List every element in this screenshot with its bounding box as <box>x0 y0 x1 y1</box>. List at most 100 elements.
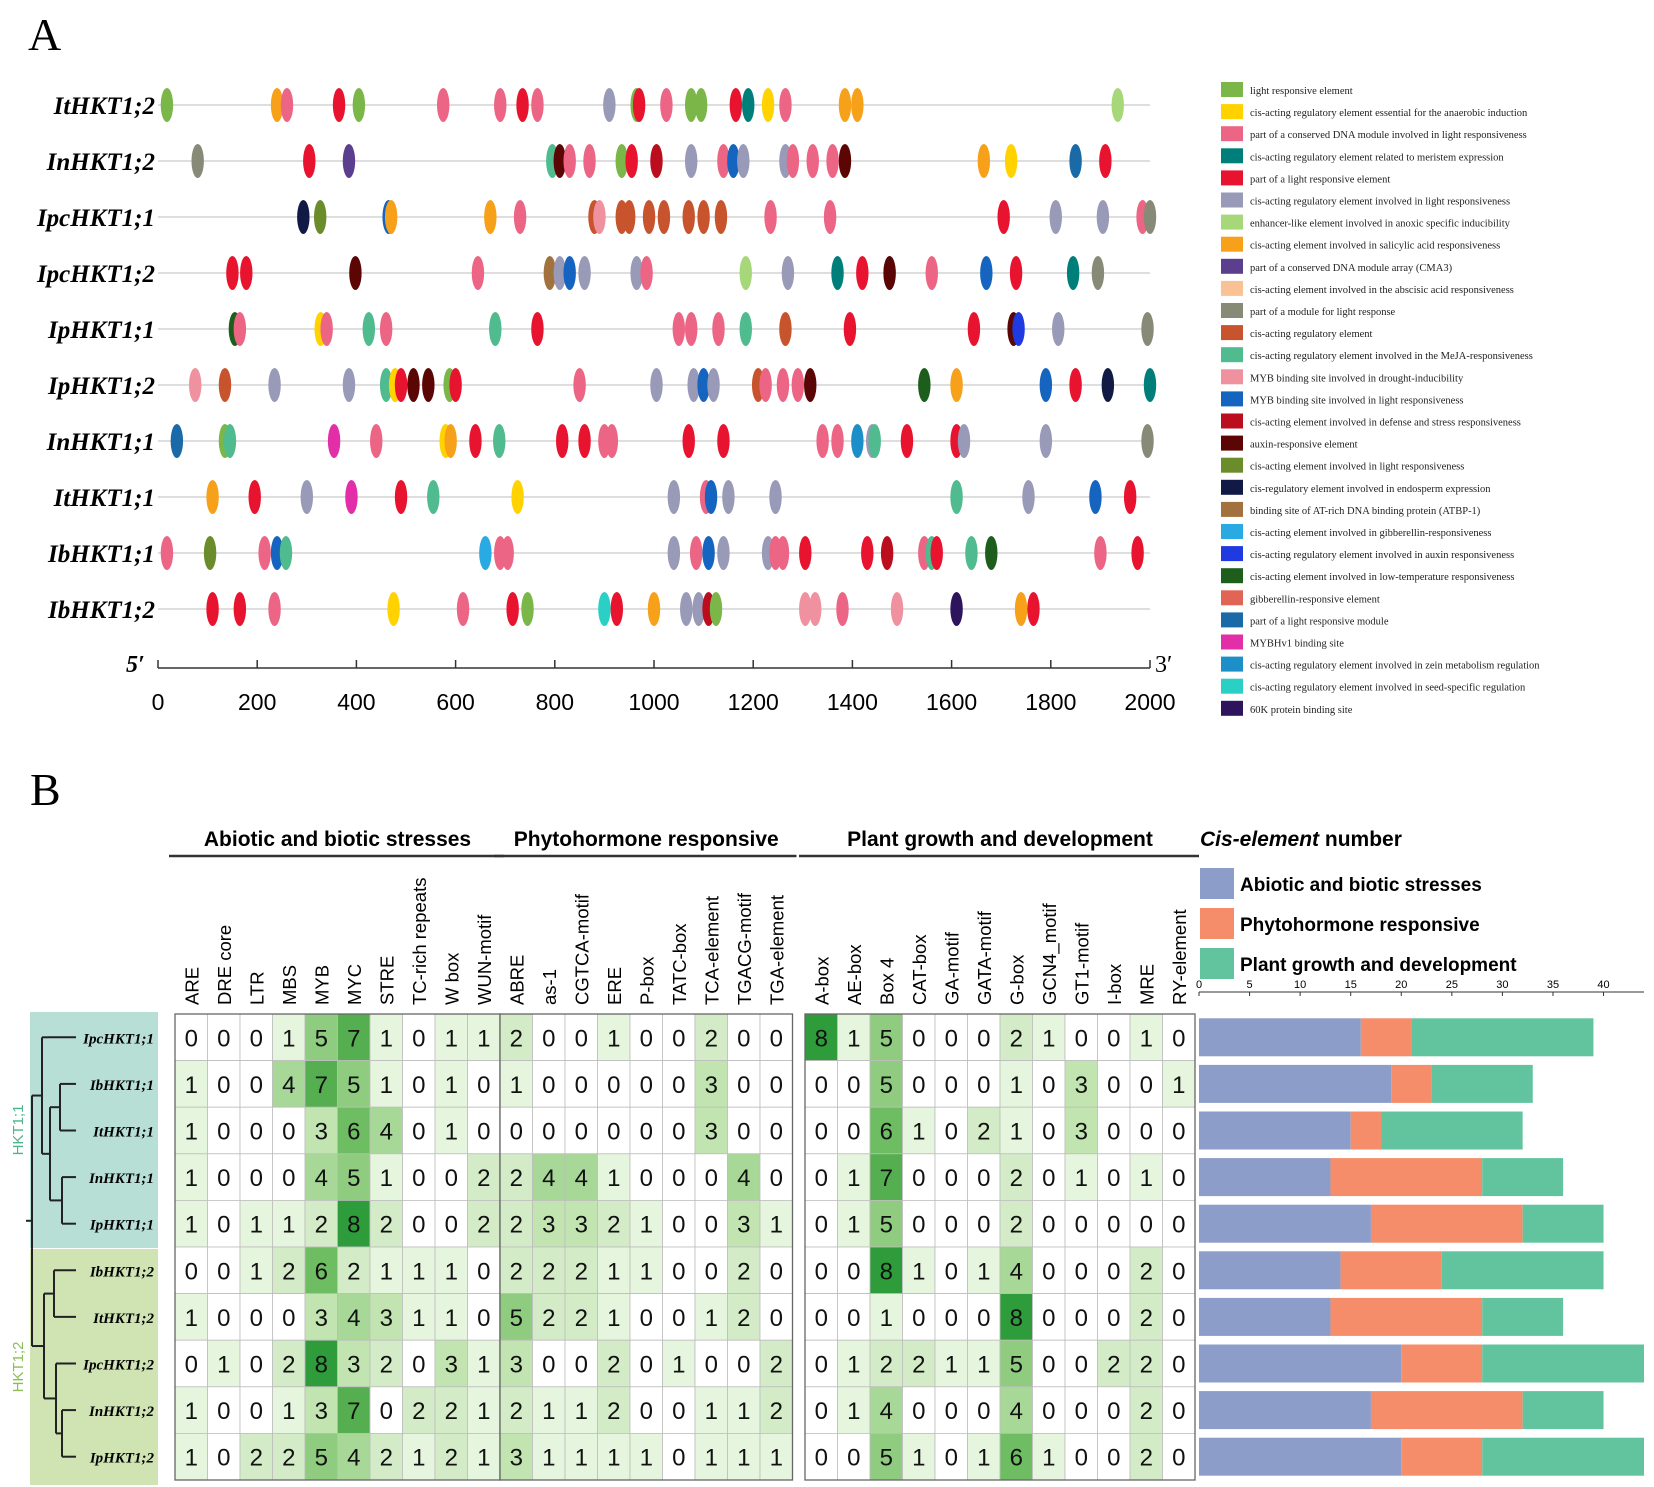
cis-element-mark <box>657 200 671 234</box>
heat-value: 4 <box>575 1165 588 1192</box>
heat-value: 3 <box>315 1119 328 1146</box>
cis-element-mark <box>270 88 284 122</box>
heat-value: 1 <box>445 1119 458 1146</box>
cis-element-mark <box>742 88 755 122</box>
cis-element-mark <box>223 424 237 458</box>
legend-label: MYB binding site involved in light respo… <box>1250 395 1464 406</box>
column-label: G-box <box>1006 954 1027 1005</box>
bar-segment <box>1199 1344 1402 1383</box>
heat-cell <box>1032 1293 1066 1341</box>
heat-value: 0 <box>380 1398 393 1425</box>
cis-element-mark <box>685 144 698 178</box>
cis-element-mark <box>407 368 420 402</box>
panel-b-stacked-bars: Cis-element number Abiotic and biotic str… <box>1196 828 1644 1476</box>
cis-element-mark <box>980 256 993 290</box>
heat-value: 2 <box>380 1352 393 1379</box>
cis-element-mark <box>1099 144 1112 178</box>
heat-value: 1 <box>185 1305 198 1332</box>
legend-label: cis-acting element involved in defense a… <box>1250 418 1521 429</box>
heat-value: 0 <box>1172 1119 1185 1146</box>
bar-segment <box>1381 1111 1523 1150</box>
bar-segment <box>1199 1297 1331 1336</box>
heat-value: 4 <box>880 1398 893 1425</box>
cis-element-mark <box>615 144 628 178</box>
heat-value: 1 <box>770 1445 783 1472</box>
heat-value: 0 <box>217 1258 230 1285</box>
heat-value: 6 <box>1010 1445 1023 1472</box>
heat-value: 1 <box>977 1445 990 1472</box>
heat-cell <box>272 1246 306 1294</box>
five-prime-label: 5′ <box>126 652 145 678</box>
heat-cell <box>499 1013 533 1061</box>
heat-value: 5 <box>1010 1352 1023 1379</box>
cis-element-mark <box>573 368 586 402</box>
heat-value: 8 <box>1010 1305 1023 1332</box>
legend-swatch <box>1221 170 1243 186</box>
cis-element-mark <box>799 592 812 626</box>
heat-cell <box>1064 1060 1098 1108</box>
cis-element-mark <box>300 480 313 514</box>
cis-element-mark <box>1039 424 1053 458</box>
heat-value: 0 <box>250 1398 263 1425</box>
heat-value: 2 <box>737 1258 750 1285</box>
heat-value: 0 <box>412 1072 425 1099</box>
heat-cell <box>304 1200 338 1248</box>
heat-value: 2 <box>1140 1398 1153 1425</box>
heat-cell <box>402 1293 436 1341</box>
heat-cell <box>272 1060 306 1108</box>
cis-element-mark <box>1052 312 1065 346</box>
heat-value: 0 <box>672 1025 685 1052</box>
column-label: MRE <box>1136 964 1157 1005</box>
heat-cell <box>532 1386 566 1434</box>
heat-value: 0 <box>250 1352 263 1379</box>
tree-leaf-label: ItHKT1;1 <box>92 1125 154 1141</box>
heat-value: 0 <box>945 1398 958 1425</box>
gene-label: InHKT1;1 <box>46 429 155 456</box>
heat-value: 0 <box>1107 1398 1120 1425</box>
bar-axis-label: 40 <box>1597 979 1609 991</box>
column-label: DRE core <box>214 925 235 1005</box>
cis-element-mark <box>722 480 735 514</box>
bar-segment <box>1391 1064 1432 1103</box>
cis-element-mark <box>233 592 247 626</box>
heat-value: 0 <box>672 1119 685 1146</box>
heat-value: 0 <box>1107 1072 1120 1099</box>
heat-cell <box>694 1246 728 1294</box>
heat-value: 0 <box>1107 1119 1120 1146</box>
cis-element-mark <box>1143 200 1157 234</box>
heat-cell <box>804 1246 838 1294</box>
heat-value: 0 <box>705 1165 718 1192</box>
bar-segment <box>1199 1018 1361 1057</box>
heat-value: 1 <box>847 1352 860 1379</box>
cis-element-mark <box>342 368 356 402</box>
heat-value: 3 <box>445 1352 458 1379</box>
heat-value: 3 <box>705 1072 718 1099</box>
bar-segment <box>1199 1391 1371 1430</box>
heat-value: 2 <box>770 1352 783 1379</box>
column-label: TATC-box <box>669 923 690 1005</box>
heat-value: 2 <box>1140 1445 1153 1472</box>
cis-element-mark <box>1069 144 1082 178</box>
bar-segment <box>1482 1344 1644 1383</box>
heat-cell <box>967 1433 1001 1481</box>
cis-element-mark <box>836 592 849 626</box>
column-label: GCN4_motif <box>1039 902 1061 1005</box>
heat-cell <box>999 1246 1033 1294</box>
cis-element-mark <box>493 424 506 458</box>
cis-element-mark <box>851 88 864 122</box>
heat-cell <box>1129 1106 1163 1155</box>
cis-element-mark <box>781 256 795 290</box>
heat-value: 2 <box>282 1445 295 1472</box>
heat-cell <box>869 1200 903 1248</box>
heat-cell <box>467 1106 501 1155</box>
heat-value: 1 <box>977 1258 990 1285</box>
legend-swatch <box>1221 524 1243 539</box>
heat-cell <box>239 1246 273 1294</box>
bar-legend-swatch <box>1200 908 1234 939</box>
cis-element-mark <box>632 88 646 122</box>
cis-element-mark <box>513 200 527 234</box>
heat-value: 2 <box>705 1025 718 1052</box>
heat-value: 2 <box>542 1258 555 1285</box>
heat-value: 8 <box>815 1025 828 1052</box>
gene-label: IpcHKT1;2 <box>36 261 155 288</box>
